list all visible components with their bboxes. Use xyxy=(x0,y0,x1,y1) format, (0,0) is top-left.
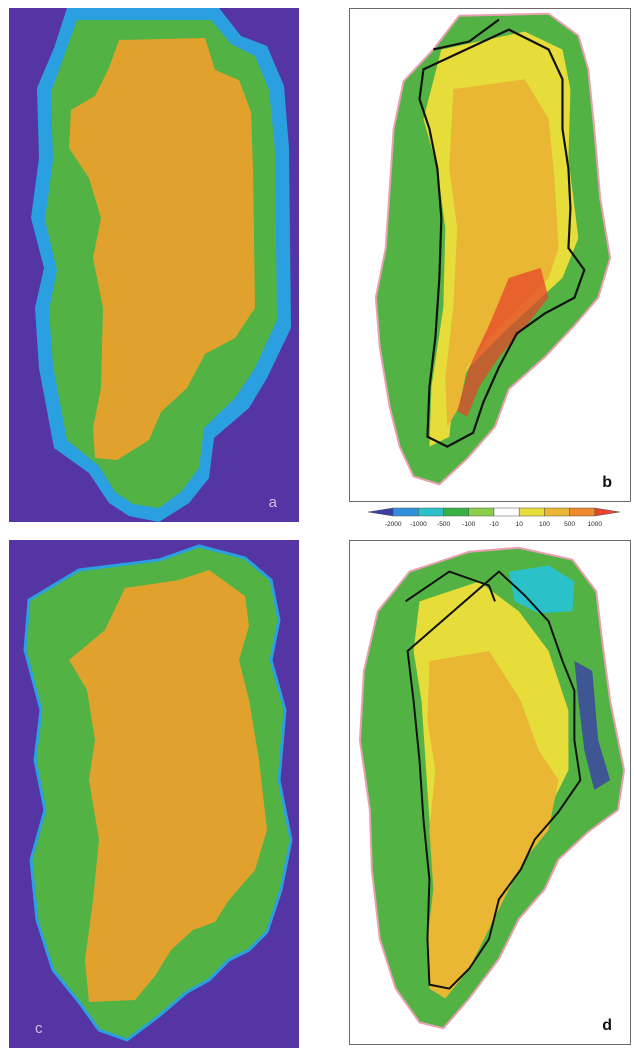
colorbar-tick-label: 10 xyxy=(516,521,524,528)
panel-c-map xyxy=(23,544,293,1042)
colorbar-tick-label: -2000 xyxy=(385,521,402,528)
colorbar-tick-label: 100 xyxy=(539,521,550,528)
panel-label-d: d xyxy=(602,1017,612,1034)
panel-b-map xyxy=(374,12,612,486)
colorbar-swatch xyxy=(594,507,621,517)
colorbar-svg: -2000 -1000 -500 -100 -10 10 100 500 1000 xyxy=(367,507,621,528)
colorbar-tick-label: 1000 xyxy=(588,521,603,528)
colorbar-swatch xyxy=(367,507,394,517)
panel-b: b xyxy=(349,8,631,502)
field-cyan xyxy=(508,565,575,614)
field-red xyxy=(457,267,549,417)
colorbar-swatch xyxy=(569,507,596,517)
colorbar-tick-label: -500 xyxy=(437,521,450,528)
colorbar-tick-label: 500 xyxy=(564,521,575,528)
colorbar-swatch xyxy=(544,507,570,517)
panel-c: c xyxy=(9,540,299,1048)
ice-contour-fine xyxy=(405,570,582,990)
colorbar-tick-label: -10 xyxy=(489,521,499,528)
colorbar-swatch xyxy=(443,507,470,517)
panel-a: a xyxy=(9,8,299,522)
colorbar-tick-label: -1000 xyxy=(410,521,427,528)
panel-a-map xyxy=(31,8,291,522)
panel-label-a: a xyxy=(268,494,277,511)
field-orange xyxy=(445,79,559,427)
panel-label-c: c xyxy=(35,1020,43,1037)
colorbar-tick-label: -100 xyxy=(462,521,475,528)
panel-d: d xyxy=(349,540,631,1045)
ice-cells xyxy=(69,38,255,460)
ice-fine xyxy=(69,570,267,1002)
field-blue-edge xyxy=(574,660,611,791)
colorbar-swatch xyxy=(392,507,419,517)
field-orange-fine xyxy=(427,651,559,999)
panel-label-b: b xyxy=(602,474,612,491)
colorbar-swatch xyxy=(418,507,444,517)
colorbar: -2000 -1000 -500 -100 -10 10 100 500 1000 xyxy=(360,507,628,529)
panel-d-map xyxy=(358,546,626,1030)
colorbar-swatch xyxy=(493,507,520,517)
colorbar-swatch xyxy=(518,507,545,517)
ice-contour xyxy=(418,18,586,448)
colorbar-swatch xyxy=(468,507,495,517)
